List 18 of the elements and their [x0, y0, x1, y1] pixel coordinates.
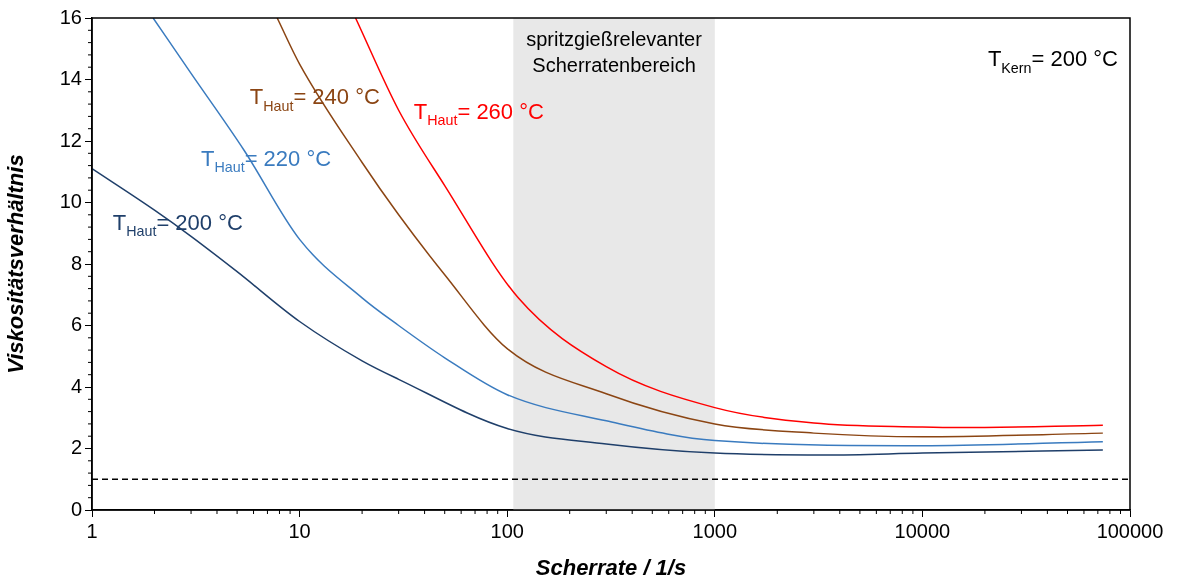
x-tick-label: 100 — [490, 519, 524, 542]
x-tick-label: 1 — [86, 519, 98, 542]
y-tick-label: 10 — [59, 190, 82, 213]
y-tick-label: 6 — [70, 313, 82, 336]
x-tick-label: 100000 — [1096, 519, 1164, 542]
x-tick-label: 10 — [288, 519, 311, 542]
x-axis-title: Scherrate / 1/s — [535, 554, 687, 580]
y-axis-title: Viskositätsverhältnis — [3, 154, 29, 374]
y-tick-label: 8 — [70, 251, 82, 274]
x-tick-label: 10000 — [894, 519, 951, 542]
x-tick-label: 1000 — [692, 519, 738, 542]
y-tick-label: 16 — [59, 5, 82, 28]
band-label: spritzgießrelevanter Scherratenbereich — [526, 27, 703, 76]
y-tick-label: 4 — [70, 374, 82, 397]
y-tick-label: 12 — [59, 128, 82, 151]
y-tick-label: 14 — [59, 67, 82, 90]
y-tick-label: 2 — [70, 436, 82, 459]
y-tick-label: 0 — [70, 497, 82, 520]
